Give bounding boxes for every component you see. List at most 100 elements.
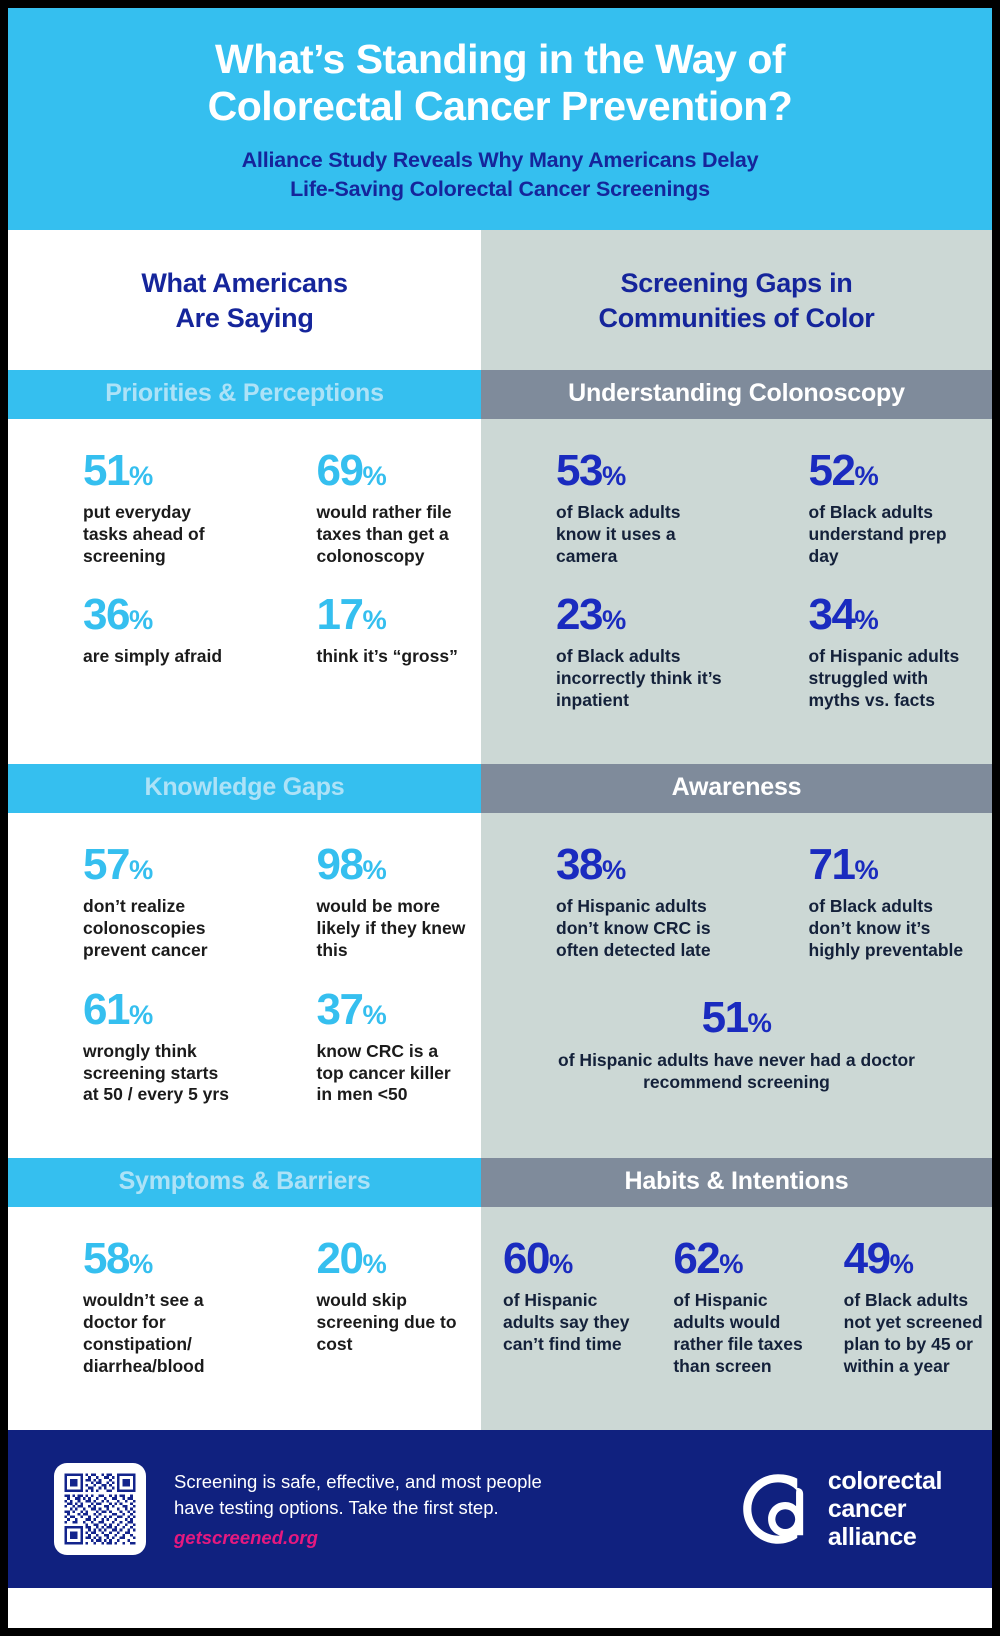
stat-number: 17 [316,590,364,640]
stat-card: 17% think it’s “gross” [245,593,482,694]
section-priorities-perceptions: Priorities & Perceptions 51% put everyda… [8,369,481,765]
stat-card: 57% don’t realize colonoscopies prevent … [8,843,245,988]
stat-description: of Black adults understand prep day [808,501,947,566]
stat-card: 51% put everyday tasks ahead of screenin… [8,445,245,594]
section-understanding-colonoscopy: Understanding Colonoscopy 53% of Black a… [481,369,992,765]
stat-value: 20% [317,1237,468,1281]
stat-number: 36 [83,590,130,640]
stat-card: 34% of Hispanic adults struggled with my… [737,593,993,738]
stat-description: of Hispanic adults don’t know CRC is oft… [556,896,711,960]
stat-number: 57 [83,840,130,890]
stat-percent-sign: % [601,854,626,886]
band-symptoms-barriers: Symptoms & Barriers [8,1158,481,1208]
page-title-line1: What’s Standing in the Way of [214,36,786,82]
stat-description: are simply afraid [83,646,223,667]
stat-percent-sign: % [854,854,879,886]
stat-number: 20 [316,1234,364,1284]
right-column-header: Screening Gaps in Communities of Color [481,229,992,370]
stat-number: 53 [556,445,603,495]
footer-url-link[interactable]: getscreened.org [174,1526,318,1548]
stat-description: of Black adults incorrectly think it’s i… [556,646,722,711]
stat-card: 71% of Black adults don’t know it’s high… [737,843,993,988]
section-awareness: Awareness 38% of Hispanic adults don’t k… [481,764,992,1159]
stat-description: of Hispanic adults say they can’t find t… [503,1290,630,1355]
colorectal-cancer-alliance-logo: colorectal cancer alliance [741,1467,956,1551]
stat-card: 38% of Hispanic adults don’t know CRC is… [481,843,737,988]
stat-card: 62% of Hispanic adults would rather file… [651,1237,821,1404]
stat-card: 69% would rather file taxes than get a c… [245,445,482,594]
stat-value: 51% [521,995,952,1040]
stat-value: 57% [83,843,231,887]
stats-priorities-perceptions: 51% put everyday tasks ahead of screenin… [8,419,481,721]
logo-line-cancer: cancer [827,1494,907,1523]
stat-percent-sign: % [128,854,153,886]
qr-code[interactable] [54,1462,146,1555]
page-subtitle-line2: Life-Saving Colorectal Cancer Screenings [290,177,710,202]
section-habits-intentions: Habits & Intentions 60% of Hispanic adul… [481,1158,992,1430]
page-title-line2: Colorectal Cancer Prevention? [207,82,793,129]
band-understanding-colonoscopy: Understanding Colonoscopy [481,369,992,419]
stat-description: of Black adults not yet screened plan to… [843,1290,983,1376]
stat-percent-sign: % [362,998,387,1030]
left-column-header: What Americans Are Saying [8,229,481,370]
stat-percent-sign: % [719,1248,744,1280]
stat-value: 53% [556,445,723,495]
stat-number: 37 [316,984,364,1034]
stat-value: 34% [809,593,979,637]
stat-percent-sign: % [854,459,879,491]
stat-number: 69 [316,445,364,495]
band-priorities-perceptions: Priorities & Perceptions [8,369,481,419]
stat-percent-sign: % [128,1248,153,1280]
stat-number: 52 [808,445,856,495]
footer-bar: Screening is safe, effective, and most p… [8,1429,992,1588]
stat-value: 58% [83,1237,231,1281]
stat-card-featured: 51% of Hispanic adults have never had a … [481,988,992,1118]
stat-description: would rather file taxes than get a colon… [316,501,452,566]
stat-card: 58% wouldn’t see a doctor for constipati… [8,1237,245,1404]
stat-number: 49 [843,1234,891,1284]
band-awareness: Awareness [481,764,992,814]
stat-card: 23% of Black adults incorrectly think it… [481,593,737,738]
stats-habits-intentions: 60% of Hispanic adults say they can’t fi… [481,1207,992,1430]
stat-value: 49% [844,1237,984,1281]
stat-value: 69% [316,445,468,495]
left-column-title-line1: What Americans [141,267,348,298]
stat-card: 36% are simply afraid [8,593,245,694]
page-title: What’s Standing in the Way of Colorectal… [48,36,952,129]
stat-number: 62 [673,1234,720,1284]
stat-value: 23% [556,593,723,637]
stat-description: think it’s “gross” [316,646,458,667]
right-column-title-line1: Screening Gaps in [620,267,853,298]
stat-number: 34 [808,590,856,640]
left-column-title: What Americans Are Saying [8,230,481,370]
stat-card: 49% of Black adults not yet screened pla… [822,1237,992,1404]
infographic-body: What’s Standing in the Way of Colorectal… [8,8,992,1628]
stat-value: 36% [83,593,231,637]
stat-card: 37% know CRC is a top cancer killer in m… [245,984,482,1133]
stat-card: 52% of Black adults understand prep day [737,445,993,594]
stats-understanding-colonoscopy: 53% of Black adults know it uses a camer… [481,419,992,764]
stat-description: would skip screening due to cost [316,1290,457,1355]
stat-number: 60 [503,1234,550,1284]
page-subtitle-line1: Alliance Study Reveals Why Many American… [241,148,759,173]
stat-card: 53% of Black adults know it uses a camer… [481,445,737,594]
stat-description: of Hispanic adults struggled with myths … [808,646,960,711]
page-subtitle: Alliance Study Reveals Why Many American… [48,146,952,203]
stat-percent-sign: % [601,459,626,491]
section-row-1: Priorities & Perceptions 51% put everyda… [8,369,992,765]
stat-description: wrongly think screening starts at 50 / e… [83,1040,229,1105]
stat-percent-sign: % [362,459,387,491]
band-knowledge-gaps: Knowledge Gaps [8,764,481,814]
stats-awareness: 38% of Hispanic adults don’t know CRC is… [481,813,992,1143]
stats-knowledge-gaps: 57% don’t realize colonoscopies prevent … [8,813,481,1158]
stat-percent-sign: % [362,604,387,636]
stat-number: 51 [83,445,130,495]
footer-message: Screening is safe, effective, and most p… [146,1469,741,1549]
logo-line-colorectal: colorectal [827,1466,943,1495]
stat-value: 71% [809,843,979,887]
stat-description: know CRC is a top cancer killer in men <… [316,1040,451,1105]
footer-message-line1: Screening is safe, effective, and most p… [174,1471,542,1493]
stat-description: of Hispanic adults would rather file tax… [673,1290,803,1376]
stat-number: 98 [316,840,364,890]
